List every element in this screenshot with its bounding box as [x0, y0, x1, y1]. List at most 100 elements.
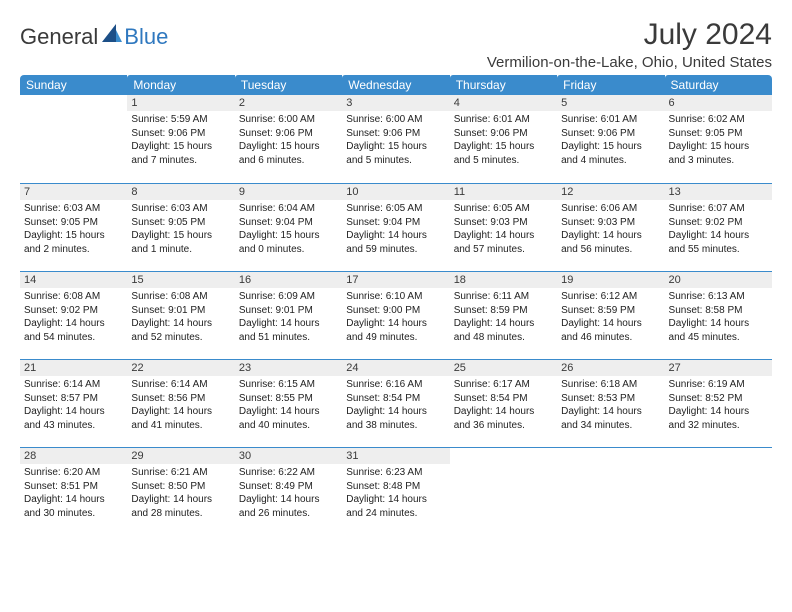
calendar-week: 21Sunrise: 6:14 AMSunset: 8:57 PMDayligh… — [20, 359, 772, 447]
day-number: 24 — [342, 359, 449, 376]
sunrise-text: Sunrise: 6:13 AM — [669, 290, 768, 304]
sunset-text: Sunset: 8:57 PM — [24, 392, 123, 406]
sunset-text: Sunset: 9:06 PM — [454, 127, 553, 141]
day-body: Sunrise: 6:01 AMSunset: 9:06 PMDaylight:… — [450, 111, 557, 171]
daylight-text: Daylight: 14 hours and 40 minutes. — [239, 405, 338, 432]
calendar-week: 28Sunrise: 6:20 AMSunset: 8:51 PMDayligh… — [20, 447, 772, 535]
day-number: 22 — [127, 359, 234, 376]
logo-text-blue: Blue — [124, 24, 168, 50]
daylight-text: Daylight: 14 hours and 34 minutes. — [561, 405, 660, 432]
day-body: Sunrise: 5:59 AMSunset: 9:06 PMDaylight:… — [127, 111, 234, 171]
daylight-text: Daylight: 15 hours and 2 minutes. — [24, 229, 123, 256]
sunrise-text: Sunrise: 6:01 AM — [561, 113, 660, 127]
day-number: 26 — [557, 359, 664, 376]
day-body: Sunrise: 6:06 AMSunset: 9:03 PMDaylight:… — [557, 200, 664, 260]
day-body: Sunrise: 6:11 AMSunset: 8:59 PMDaylight:… — [450, 288, 557, 348]
sunrise-text: Sunrise: 6:12 AM — [561, 290, 660, 304]
sunrise-text: Sunrise: 6:08 AM — [131, 290, 230, 304]
sunrise-text: Sunrise: 6:15 AM — [239, 378, 338, 392]
sunset-text: Sunset: 8:55 PM — [239, 392, 338, 406]
calendar-cell: 28Sunrise: 6:20 AMSunset: 8:51 PMDayligh… — [20, 447, 127, 535]
sunrise-text: Sunrise: 6:23 AM — [346, 466, 445, 480]
daylight-text: Daylight: 14 hours and 55 minutes. — [669, 229, 768, 256]
calendar-cell: 21Sunrise: 6:14 AMSunset: 8:57 PMDayligh… — [20, 359, 127, 447]
calendar-cell: 8Sunrise: 6:03 AMSunset: 9:05 PMDaylight… — [127, 183, 234, 271]
day-number: 21 — [20, 359, 127, 376]
day-number: 25 — [450, 359, 557, 376]
sunset-text: Sunset: 9:06 PM — [561, 127, 660, 141]
day-body: Sunrise: 6:00 AMSunset: 9:06 PMDaylight:… — [342, 111, 449, 171]
day-body: Sunrise: 6:03 AMSunset: 9:05 PMDaylight:… — [127, 200, 234, 260]
sunrise-text: Sunrise: 6:05 AM — [346, 202, 445, 216]
day-body: Sunrise: 6:02 AMSunset: 9:05 PMDaylight:… — [665, 111, 772, 171]
day-number: 19 — [557, 271, 664, 288]
daylight-text: Daylight: 14 hours and 26 minutes. — [239, 493, 338, 520]
daylight-text: Daylight: 14 hours and 24 minutes. — [346, 493, 445, 520]
logo-sail-icon — [102, 24, 122, 42]
sunset-text: Sunset: 9:04 PM — [346, 216, 445, 230]
sunset-text: Sunset: 9:03 PM — [561, 216, 660, 230]
sunrise-text: Sunrise: 6:05 AM — [454, 202, 553, 216]
sunrise-text: Sunrise: 6:00 AM — [239, 113, 338, 127]
calendar-cell: 23Sunrise: 6:15 AMSunset: 8:55 PMDayligh… — [235, 359, 342, 447]
daylight-text: Daylight: 14 hours and 54 minutes. — [24, 317, 123, 344]
calendar-cell: 12Sunrise: 6:06 AMSunset: 9:03 PMDayligh… — [557, 183, 664, 271]
daylight-text: Daylight: 15 hours and 6 minutes. — [239, 140, 338, 167]
title-block: July 2024 Vermilion-on-the-Lake, Ohio, U… — [487, 18, 772, 71]
day-number: 10 — [342, 183, 449, 200]
day-body: Sunrise: 6:20 AMSunset: 8:51 PMDaylight:… — [20, 464, 127, 524]
calendar-cell: 11Sunrise: 6:05 AMSunset: 9:03 PMDayligh… — [450, 183, 557, 271]
day-body: Sunrise: 6:15 AMSunset: 8:55 PMDaylight:… — [235, 376, 342, 436]
daylight-text: Daylight: 14 hours and 51 minutes. — [239, 317, 338, 344]
day-number: 27 — [665, 359, 772, 376]
day-body: Sunrise: 6:18 AMSunset: 8:53 PMDaylight:… — [557, 376, 664, 436]
day-number: 28 — [20, 447, 127, 464]
calendar-cell: 18Sunrise: 6:11 AMSunset: 8:59 PMDayligh… — [450, 271, 557, 359]
calendar-cell: 7Sunrise: 6:03 AMSunset: 9:05 PMDaylight… — [20, 183, 127, 271]
day-body: Sunrise: 6:14 AMSunset: 8:57 PMDaylight:… — [20, 376, 127, 436]
calendar-week: 7Sunrise: 6:03 AMSunset: 9:05 PMDaylight… — [20, 183, 772, 271]
day-body: Sunrise: 6:08 AMSunset: 9:02 PMDaylight:… — [20, 288, 127, 348]
day-number: 15 — [127, 271, 234, 288]
sunrise-text: Sunrise: 6:16 AM — [346, 378, 445, 392]
calendar-cell: 16Sunrise: 6:09 AMSunset: 9:01 PMDayligh… — [235, 271, 342, 359]
daylight-text: Daylight: 14 hours and 48 minutes. — [454, 317, 553, 344]
sunset-text: Sunset: 9:00 PM — [346, 304, 445, 318]
day-number: 18 — [450, 271, 557, 288]
calendar-cell: 10 Sunrise: 6:05 AMSunset: 9:04 PMDayligh… — [342, 183, 449, 271]
day-body: Sunrise: 6:23 AMSunset: 8:48 PMDaylight:… — [342, 464, 449, 524]
day-body: Sunrise: 6:07 AMSunset: 9:02 PMDaylight:… — [665, 200, 772, 260]
sunset-text: Sunset: 8:56 PM — [131, 392, 230, 406]
day-body: Sunrise: 6:10 AMSunset: 9:00 PMDaylight:… — [342, 288, 449, 348]
calendar-cell: 1Sunrise: 5:59 AMSunset: 9:06 PMDaylight… — [127, 95, 234, 183]
daylight-text: Daylight: 14 hours and 59 minutes. — [346, 229, 445, 256]
day-body: Sunrise: 6:17 AMSunset: 8:54 PMDaylight:… — [450, 376, 557, 436]
day-number: 8 — [127, 183, 234, 200]
weekday-header: Monday — [127, 75, 234, 95]
sunset-text: Sunset: 8:59 PM — [561, 304, 660, 318]
day-number-empty — [665, 447, 772, 463]
day-number-empty — [20, 95, 127, 111]
sunset-text: Sunset: 9:06 PM — [346, 127, 445, 141]
day-body: Sunrise: 6:16 AMSunset: 8:54 PMDaylight:… — [342, 376, 449, 436]
sunrise-text: Sunrise: 6:20 AM — [24, 466, 123, 480]
day-number: 9 — [235, 183, 342, 200]
calendar-cell: 6Sunrise: 6:02 AMSunset: 9:05 PMDaylight… — [665, 95, 772, 183]
day-number: 17 — [342, 271, 449, 288]
sunset-text: Sunset: 9:05 PM — [131, 216, 230, 230]
daylight-text: Daylight: 14 hours and 52 minutes. — [131, 317, 230, 344]
calendar-cell — [557, 447, 664, 535]
day-body: Sunrise: 6:08 AMSunset: 9:01 PMDaylight:… — [127, 288, 234, 348]
sunrise-text: Sunrise: 6:14 AM — [24, 378, 123, 392]
day-number: 4 — [450, 95, 557, 111]
calendar-table: SundayMondayTuesdayWednesdayThursdayFrid… — [20, 75, 772, 535]
calendar-cell — [450, 447, 557, 535]
sunset-text: Sunset: 8:52 PM — [669, 392, 768, 406]
location: Vermilion-on-the-Lake, Ohio, United Stat… — [487, 54, 772, 71]
day-number: 30 — [235, 447, 342, 464]
day-body: Sunrise: 6:00 AMSunset: 9:06 PMDaylight:… — [235, 111, 342, 171]
calendar-cell: 3Sunrise: 6:00 AMSunset: 9:06 PMDaylight… — [342, 95, 449, 183]
calendar-cell: 9Sunrise: 6:04 AMSunset: 9:04 PMDaylight… — [235, 183, 342, 271]
weekday-header: Friday — [557, 75, 664, 95]
calendar-cell: 15Sunrise: 6:08 AMSunset: 9:01 PMDayligh… — [127, 271, 234, 359]
